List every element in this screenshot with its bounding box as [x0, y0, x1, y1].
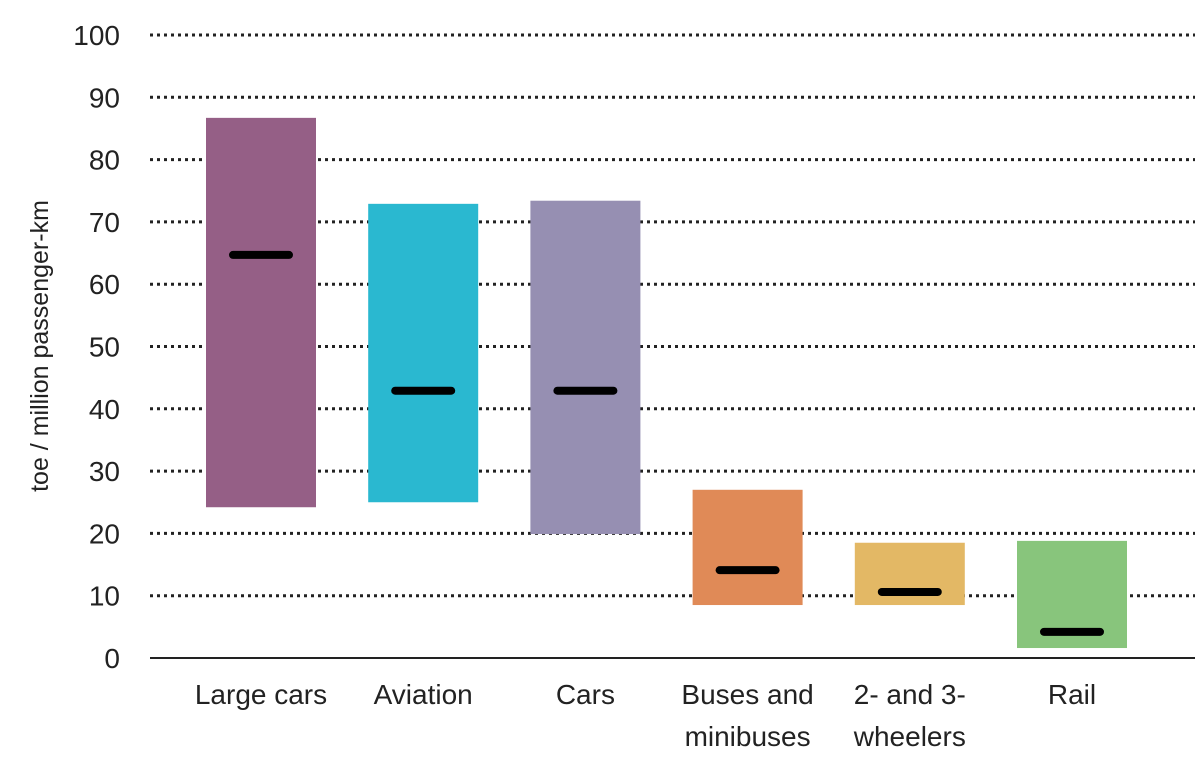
category-label-line: Cars [556, 679, 615, 710]
y-tick-label: 70 [89, 207, 120, 238]
y-tick-label: 20 [89, 518, 120, 549]
category-label-line: Large cars [195, 679, 327, 710]
y-tick-label: 90 [89, 82, 120, 113]
y-tick-label: 10 [89, 581, 120, 612]
y-tick-label: 30 [89, 456, 120, 487]
category-label-line: 2- and 3- [854, 679, 966, 710]
y-tick-label: 0 [104, 643, 120, 674]
y-tick-label: 80 [89, 145, 120, 176]
category-label-line: Aviation [374, 679, 473, 710]
category-label: Rail [1048, 679, 1096, 710]
bars [206, 117, 1127, 649]
category-label: Aviation [374, 679, 473, 710]
range-bar [692, 489, 803, 606]
category-label: Cars [556, 679, 615, 710]
y-axis-label: toe / million passenger-km [26, 200, 54, 492]
y-tick-label: 40 [89, 394, 120, 425]
y-tick-label: 50 [89, 332, 120, 363]
category-label-line: wheelers [853, 721, 966, 752]
category-label-line: Rail [1048, 679, 1096, 710]
category-label: Buses and minibuses [681, 679, 813, 752]
category-label: Large cars [195, 679, 327, 710]
range-bar [206, 117, 316, 508]
y-tick-label: 100 [73, 20, 120, 51]
range-bar [368, 203, 479, 503]
category-label-line: Buses and [681, 679, 813, 710]
category-label-line: minibuses [685, 721, 811, 752]
y-tick-label: 60 [89, 269, 120, 300]
y-axis-ticks: 0 10 20 30 40 50 60 70 80 90 100 [73, 20, 120, 674]
x-axis-labels: Large cars Aviation Cars Buses and minibuses… [195, 679, 1096, 752]
category-label: 2- and 3- wheelers [853, 679, 966, 752]
range-bar [530, 200, 641, 535]
